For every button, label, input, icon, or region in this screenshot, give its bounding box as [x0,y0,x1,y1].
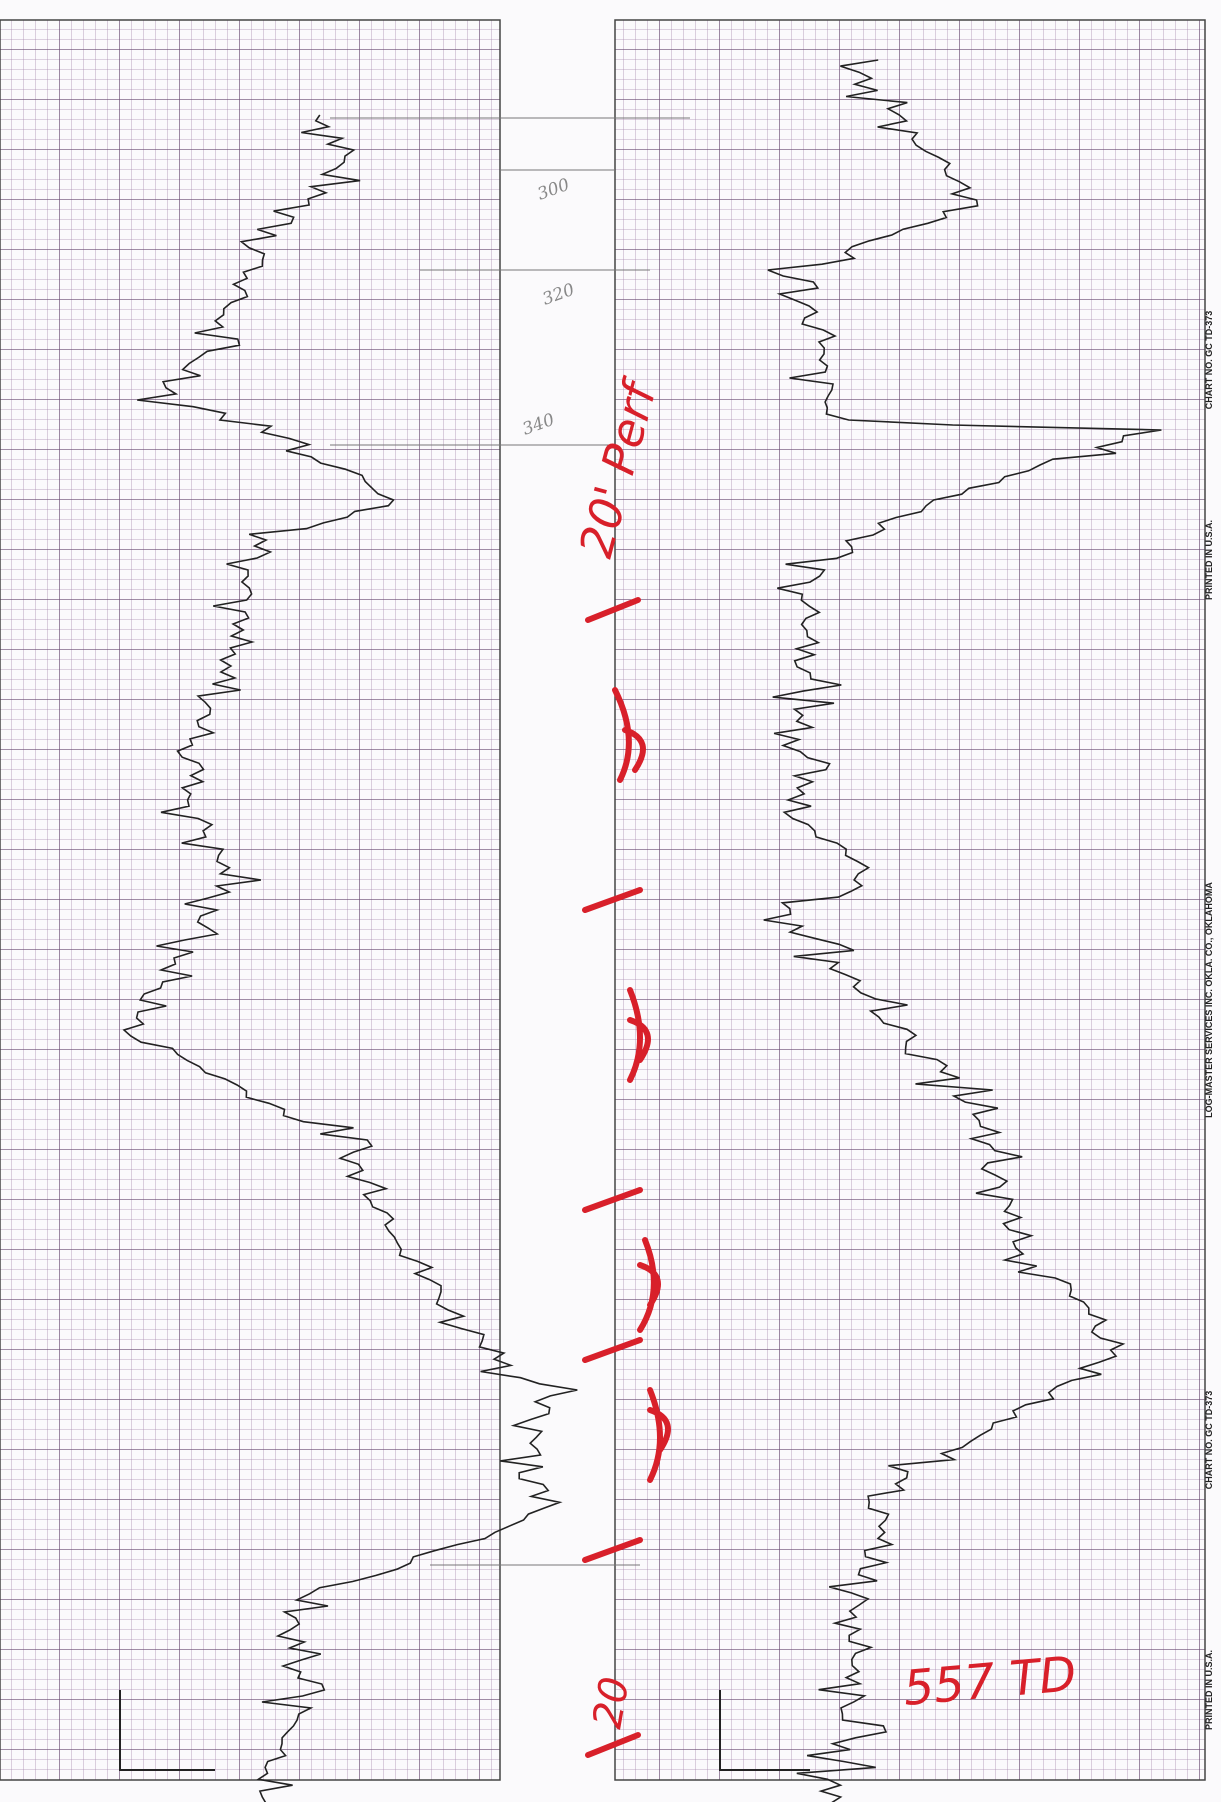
red-markers [582,597,671,1758]
depth-ties [330,117,690,1566]
log-traces [119,59,1162,1802]
baseline [719,1690,810,1771]
margin-print: PRINTED IN U.S.A. [1204,520,1214,600]
bottom-note: 20 [585,1674,639,1732]
margin-print: PRINTED IN U.S.A. [1204,1650,1214,1730]
left-track [0,19,501,1781]
log-curve [763,59,1162,1802]
right-track [614,19,1206,1781]
margin-print: LOG-MASTER SERVICES INC. OKLA. CO., OKLA… [1204,882,1214,1118]
margin-print: CHART NO. GC TD-373 [1204,311,1214,410]
log-curve [122,114,578,1802]
baseline [119,1690,215,1771]
margin-print: CHART NO. GC TD-373 [1204,1391,1214,1490]
